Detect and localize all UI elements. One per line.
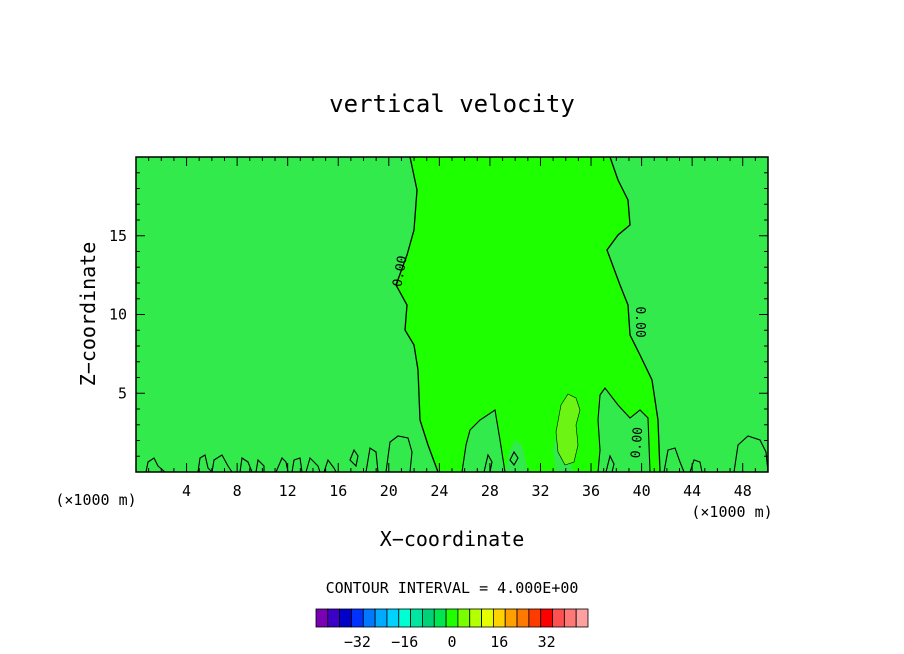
colorbar-swatch — [504, 608, 518, 628]
colorbar-swatch — [445, 608, 459, 628]
x-tick-label: 8 — [233, 482, 242, 500]
colorbar-swatch — [469, 608, 482, 628]
colorbar-swatch — [528, 608, 542, 628]
colorbar-swatch — [351, 608, 364, 628]
y-tick-label: 15 — [109, 227, 127, 245]
positive-region — [396, 157, 660, 472]
plot-area: 0.00 0.00 0.00 — [135, 156, 769, 473]
colorbar-tick-label: 16 — [490, 633, 508, 651]
colorbar-swatch — [327, 608, 341, 628]
colorbar-tick-label: −32 — [344, 633, 371, 651]
surface-contours — [145, 387, 769, 473]
contour-interval-text: CONTOUR INTERVAL = 4.000E+00 — [326, 579, 579, 597]
colorbar-tick-label: 0 — [447, 633, 456, 651]
colorbar-swatch — [374, 608, 388, 628]
x-unit-right: (×1000 m) — [691, 503, 772, 521]
contour-label: 0.00 — [390, 255, 410, 288]
colorbar-swatch — [516, 608, 530, 628]
colorbar-swatch — [386, 608, 400, 628]
colorbar-swatch — [422, 608, 435, 628]
zero-contour-right — [606, 156, 661, 473]
colorbar-swatch — [575, 608, 589, 628]
y-axis-label: Z−coordinate — [76, 242, 100, 387]
colorbar-swatch — [492, 608, 506, 628]
colorbar-swatch — [433, 608, 447, 628]
zero-contour-left — [395, 156, 439, 473]
colorbar-swatch — [552, 608, 565, 628]
colorbar-swatch — [563, 608, 577, 628]
x-tick-label: 44 — [683, 482, 701, 500]
y-tick-label: 5 — [118, 384, 127, 402]
x-tick-label: 20 — [380, 482, 398, 500]
colorbar-tick-label: 32 — [538, 633, 556, 651]
x-tick-label: 36 — [582, 482, 600, 500]
colorbar-swatch — [481, 608, 494, 628]
axis-ticks — [136, 157, 768, 472]
colorbar-swatch — [457, 608, 471, 628]
x-tick-label: 48 — [734, 482, 752, 500]
colorbar-swatch — [339, 608, 352, 628]
colorbar-swatch — [315, 608, 329, 628]
x-axis-label: X−coordinate — [380, 527, 525, 551]
x-tick-label: 24 — [430, 482, 448, 500]
x-tick-label: 40 — [633, 482, 651, 500]
x-tick-label: 16 — [329, 482, 347, 500]
x-tick-label: 28 — [481, 482, 499, 500]
colorbar-swatch — [540, 608, 553, 628]
colorbar-tick-label: −16 — [391, 633, 418, 651]
x-unit-left: (×1000 m) — [55, 491, 136, 509]
colorbar-swatch — [398, 608, 412, 628]
y-tick-label: 10 — [109, 306, 127, 324]
contour-labels: 0.00 0.00 0.00 — [390, 255, 647, 459]
x-tick-label: 32 — [531, 482, 549, 500]
x-tick-label: 12 — [279, 482, 297, 500]
colorbar-swatch — [410, 608, 423, 628]
x-tick-label: 4 — [182, 482, 191, 500]
contour-label: 0.00 — [632, 306, 647, 337]
contour-label: 0.00 — [629, 426, 647, 459]
colorbar-swatch — [362, 608, 376, 628]
colorbar — [315, 608, 589, 628]
colorbar-labels: −32 −16 0 16 32 — [344, 633, 556, 651]
max-region — [555, 393, 581, 466]
chart-title: vertical velocity — [329, 90, 575, 118]
